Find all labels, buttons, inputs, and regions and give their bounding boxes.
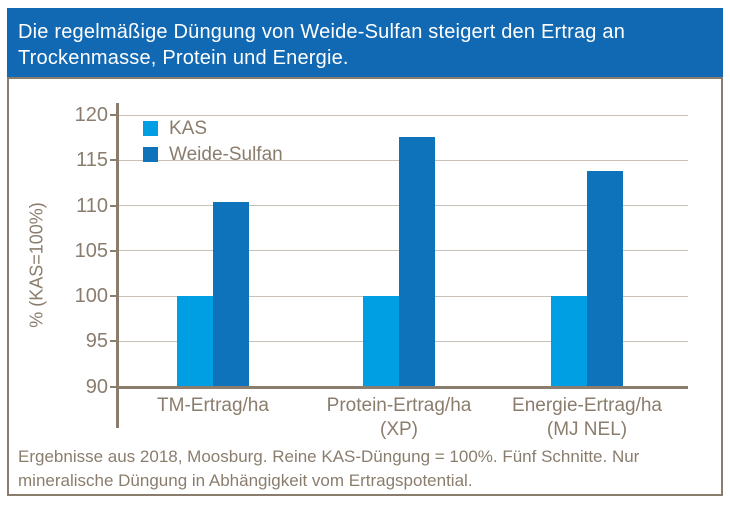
category-label-line2: (XP) [380,419,418,440]
category-label-line2: (MJ NEL) [546,419,628,440]
category-label-line1: Protein-Ertrag/ha [326,395,472,416]
y-tick-120 [110,114,118,117]
y-tick-105 [110,249,118,252]
y-axis-title: % (KAS=100%) [26,202,47,328]
legend-label: Weide-Sulfan [169,144,283,165]
y-tick-label-100: 100 [74,285,108,308]
category-label-line1: Energie-Ertrag/ha [512,395,662,416]
y-tick-label-90: 90 [85,375,108,398]
y-tick-label-95: 95 [85,330,108,353]
bar-kas-1 [177,296,213,387]
y-tick-95 [110,340,118,343]
legend-swatch-icon [143,147,158,162]
header-line2: Trockenmasse, Protein und Energie. [18,47,349,69]
legend-swatch-icon [143,121,158,136]
category-label-1: TM-Ertrag/ha [93,394,333,418]
x-axis-line [116,385,688,389]
bar-weide-sulfan-1 [213,201,249,387]
category-label-3: Energie-Ertrag/ha (MJ NEL) [467,394,707,442]
y-tick-90 [110,385,118,388]
gridline-120 [117,114,688,116]
legend: KAS Weide-Sulfan [143,119,283,171]
category-label-2: Protein-Ertrag/ha (XP) [279,394,519,442]
bar-kas-3 [551,296,587,387]
y-tick-label-110: 110 [76,194,108,217]
chart-card: 90 95 100 105 110 115 120 % (KAS=100%) KAS Weide-… [7,77,723,496]
y-tick-label-105: 105 [74,239,108,262]
y-axis-line [116,103,119,428]
y-tick-110 [110,204,118,207]
y-tick-100 [110,295,118,298]
footnote-line2: mineralische Düngung in Abhängigkeit vom… [18,471,473,490]
header-line1: Die regelmäßige Düngung von Weide-Sulfan… [18,21,626,43]
y-tick-115 [110,159,118,162]
header-banner: Die regelmäßige Düngung von Weide-Sulfan… [7,8,723,77]
footnote: Ergebnisse aus 2018, Moosburg. Reine KAS… [18,445,708,493]
legend-item-weide-sulfan: Weide-Sulfan [143,145,283,164]
y-tick-label-115: 115 [76,149,108,172]
footnote-line1: Ergebnisse aus 2018, Moosburg. Reine KAS… [18,447,640,466]
legend-label: KAS [169,118,208,139]
legend-item-kas: KAS [143,119,283,138]
bar-chart: 90 95 100 105 110 115 120 % (KAS=100%) KAS Weide-… [9,79,721,494]
bar-kas-2 [363,296,399,387]
bar-weide-sulfan-3 [587,171,623,387]
bar-weide-sulfan-2 [399,136,435,387]
y-tick-label-120: 120 [74,104,108,127]
category-label-line1: TM-Ertrag/ha [157,395,269,416]
